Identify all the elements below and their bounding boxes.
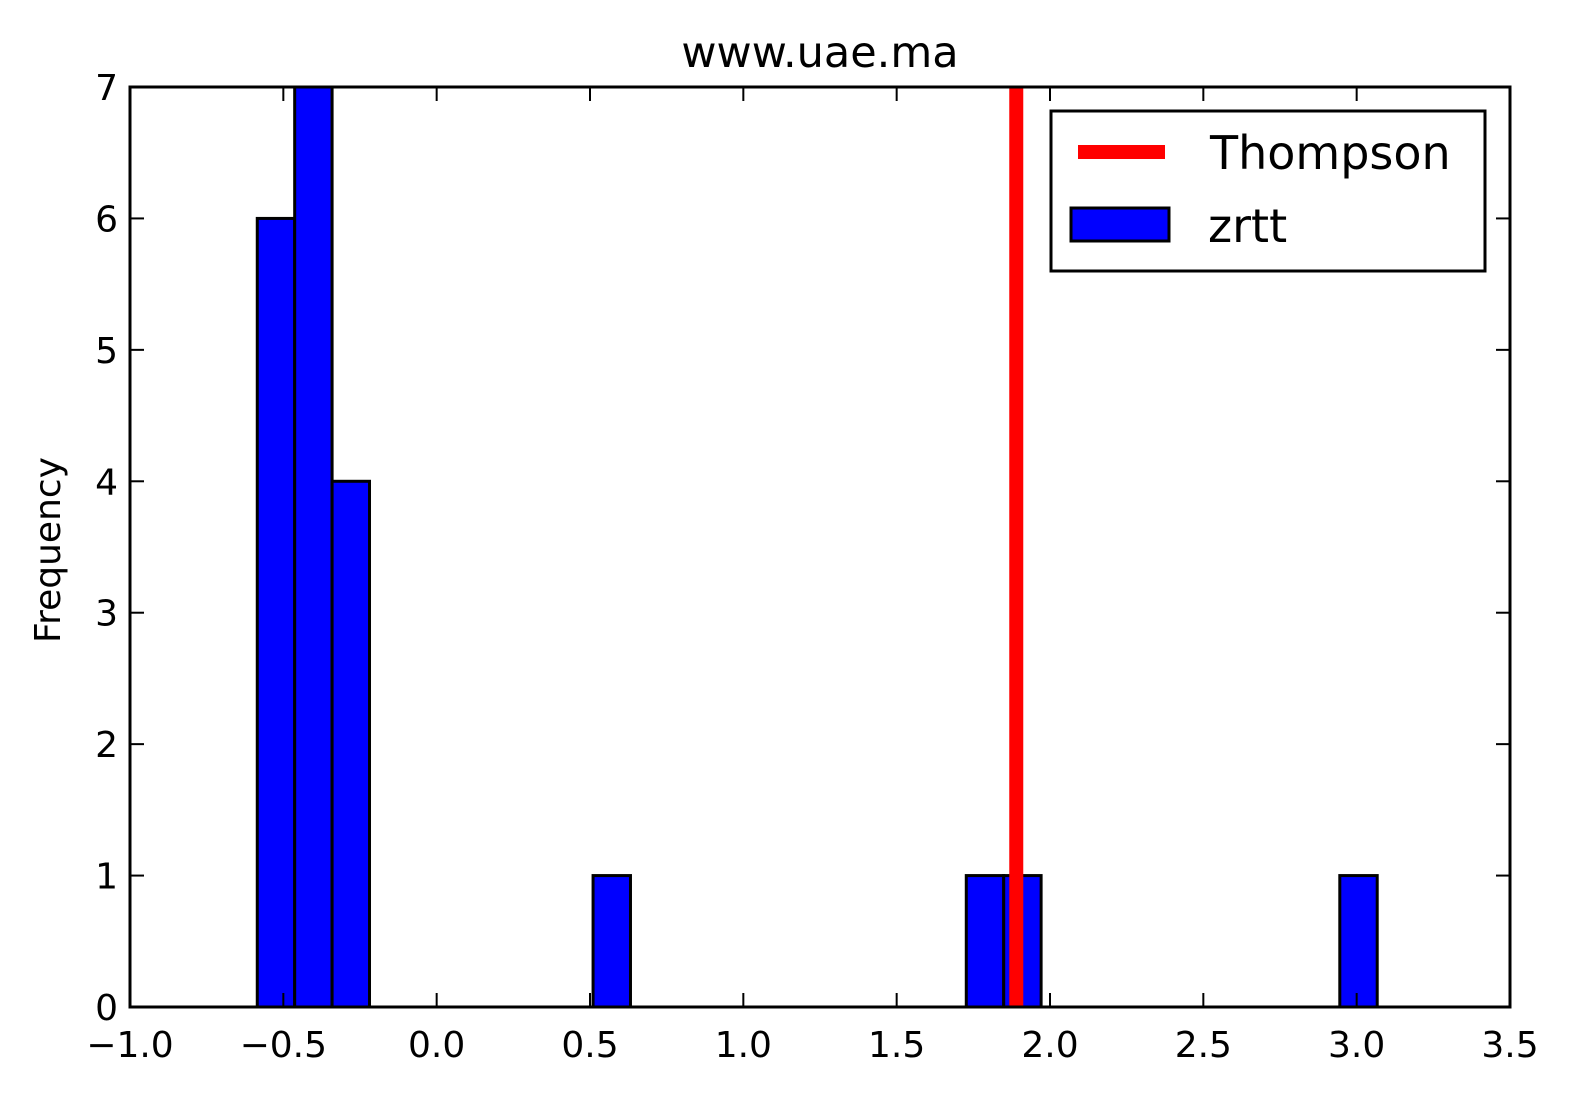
y-tick-label: 7 [95, 68, 118, 109]
y-tick-label: 0 [95, 988, 118, 1029]
legend-box [1049, 109, 1487, 273]
histogram-bar [1338, 874, 1379, 1009]
x-tick-label: 0.0 [408, 1025, 465, 1066]
x-tick-label: 2.0 [1021, 1025, 1078, 1066]
x-tick-label: 2.5 [1175, 1025, 1232, 1066]
histogram-bar [293, 85, 334, 1009]
x-tick-label: 3.5 [1481, 1025, 1538, 1066]
y-tick-label: 1 [95, 857, 118, 898]
legend: Thompson zrtt [1049, 109, 1487, 273]
histogram-bar [964, 874, 1006, 1009]
x-tick-label: 1.0 [715, 1025, 772, 1066]
y-tick-label: 5 [95, 331, 118, 372]
histogram-bar [255, 216, 297, 1009]
x-tick-label: 3.0 [1328, 1025, 1385, 1066]
legend-zrtt-swatch [1069, 206, 1171, 243]
x-tick-label: 1.5 [868, 1025, 925, 1066]
histogram-bar [591, 874, 632, 1009]
y-tick-label: 3 [95, 594, 118, 635]
y-tick-label: 6 [95, 199, 118, 240]
y-tick-label: 4 [95, 462, 118, 503]
y-tick-label: 2 [95, 725, 118, 766]
legend-thompson-label: Thompson [1209, 126, 1451, 180]
legend-zrtt-label: zrtt [1208, 199, 1287, 253]
histogram-bar [330, 479, 372, 1009]
x-tick-label: 0.5 [561, 1025, 618, 1066]
axis-ticks: −1.0 −0.5 0.0 0.5 1.0 1.5 2.0 2.5 3.0 3.5 0 1 2 3 4 5 6 7 [86, 68, 1538, 1066]
y-axis-label: Frequency [28, 457, 69, 643]
plot-frame [128, 85, 1512, 1009]
chart-title: www.uae.ma [681, 28, 958, 78]
x-tick-label: −1.0 [86, 1025, 173, 1066]
x-tick-label: −0.5 [240, 1025, 327, 1066]
